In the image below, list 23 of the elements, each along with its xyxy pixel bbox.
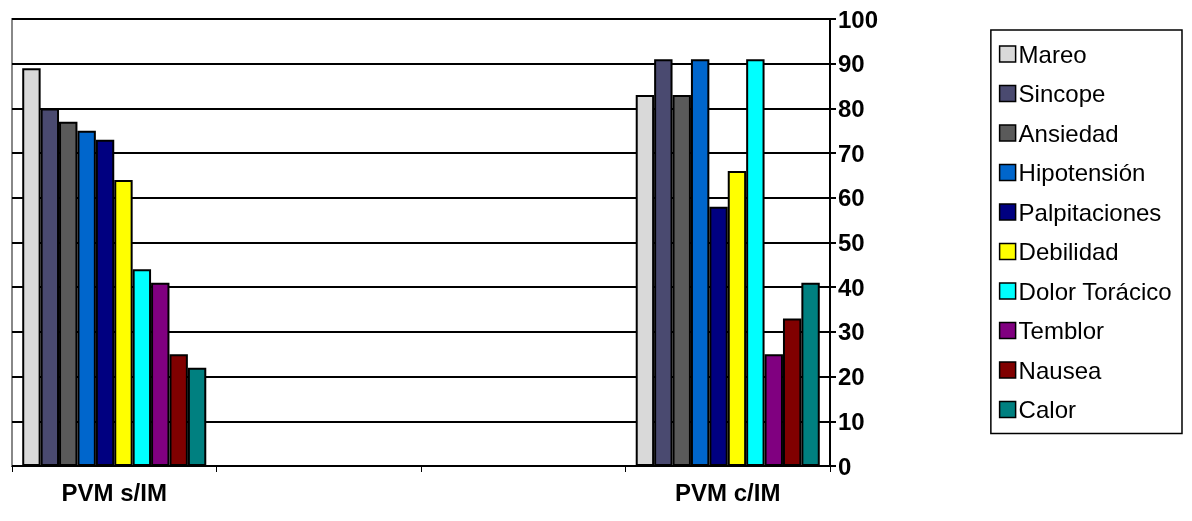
x-tick-label: PVM s/IM	[61, 478, 167, 506]
legend-label: Hipotensión	[1018, 159, 1146, 186]
y-tick-label: 90	[838, 50, 865, 78]
x-tick-label: PVM c/IM	[675, 478, 781, 506]
y-tick-label: 20	[838, 363, 865, 391]
y-tick-label: 0	[838, 452, 852, 480]
legend-label: Temblor	[1018, 317, 1104, 344]
legend-label: Nausea	[1018, 356, 1102, 384]
legend-label: Dolor Torácico	[1018, 277, 1172, 305]
legend-label: Mareo	[1018, 40, 1087, 68]
y-tick-label: 30	[838, 318, 865, 346]
y-tick-label: 50	[838, 229, 865, 256]
legend-label: Debilidad	[1018, 238, 1119, 265]
y-tick-label: 80	[838, 94, 865, 122]
y-tick-label: 10	[838, 407, 865, 435]
y-tick-label: 100	[838, 5, 879, 33]
legend-label: Palpitaciones	[1018, 198, 1162, 226]
y-tick-label: 40	[838, 273, 865, 301]
y-tick-label: 70	[838, 139, 865, 167]
legend-label: Sincope	[1018, 80, 1106, 107]
y-tick-label: 60	[838, 184, 865, 212]
legend-label: Calor	[1018, 396, 1076, 423]
legend-label: Ansiedad	[1018, 119, 1119, 147]
